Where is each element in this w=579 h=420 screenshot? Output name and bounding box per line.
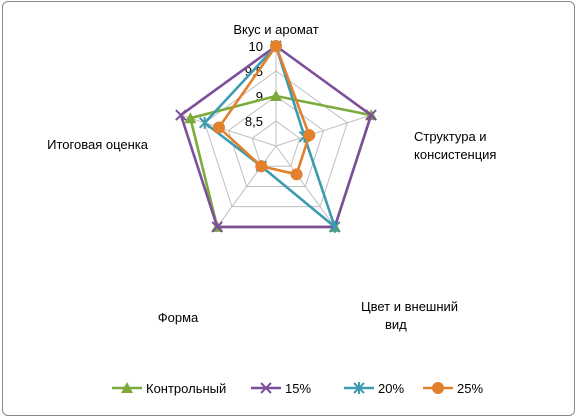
legend: Контрольный 15% 20% 25% [112,381,483,396]
grid-spoke [216,145,277,228]
data-point-circle [270,40,282,52]
grid [180,45,372,228]
data-point-triangle [121,382,133,393]
data-point-triangle [184,112,197,124]
tick-label: 9 [256,89,263,104]
grid-ring [251,120,301,167]
series-plot [175,40,378,233]
chart-frame [2,1,575,416]
data-point-x [211,221,223,233]
grid-spoke [180,114,277,147]
series-2 [198,40,341,233]
category-label: Структура и консистенция [414,129,496,162]
data-point-x [260,382,272,394]
grid-spoke [275,114,372,147]
data-point-triangle [270,90,282,101]
legend-item: 25% [423,381,483,396]
grid-ring [204,70,348,208]
legend-item: 20% [344,381,404,396]
tick-label: 8,5 [245,114,263,129]
series-0 [184,90,378,232]
grid-spoke [275,145,336,228]
data-point-x [175,109,187,121]
tick-label: 10 [249,39,263,54]
legend-item: 15% [251,381,311,396]
data-point-circle [290,168,303,181]
data-point-asterisk [198,116,211,129]
legend-item: Контрольный [112,381,226,396]
series-line [203,44,337,229]
data-point-circle [303,129,316,142]
data-point-circle [432,382,444,394]
data-point-asterisk [329,220,341,233]
category-labels: Вкус и аромат Структура и консистенция Цвет… [47,22,496,332]
legend-label: 25% [457,381,483,396]
data-point-circle [255,160,268,173]
series-3 [212,40,316,181]
category-label: Итоговая оценка [47,137,149,152]
grid-ring [227,95,325,187]
data-point-x [365,109,377,121]
series-line [217,44,311,176]
category-label: Вкус и аромат [233,22,318,37]
legend-label: 20% [378,381,404,396]
data-point-circle [212,121,225,134]
category-label: Форма [158,310,199,325]
series-line [179,44,373,229]
legend-label: Контрольный [146,381,226,396]
tick-labels: 8,599,510 [245,39,263,129]
data-point-asterisk [353,382,365,394]
category-label: Цвет и внешний вид [361,299,458,332]
legend-label: 15% [285,381,311,396]
